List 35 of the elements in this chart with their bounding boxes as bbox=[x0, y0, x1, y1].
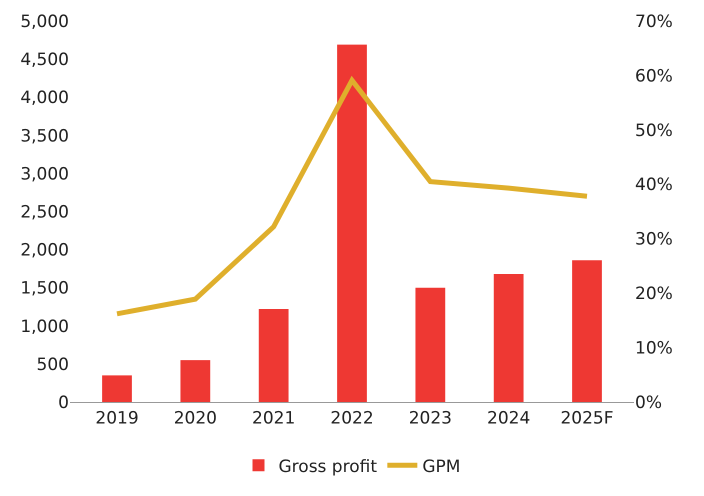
y2-tick-label: 10% bbox=[635, 338, 673, 359]
y2-tick-label: 40% bbox=[635, 175, 673, 196]
y2-tick-label: 30% bbox=[635, 230, 673, 250]
x-tick-label: 2023 bbox=[408, 408, 452, 428]
bar bbox=[494, 274, 524, 402]
x-tick-label: 2024 bbox=[487, 408, 530, 428]
y2-tick-label: 50% bbox=[635, 120, 673, 141]
y-tick-label: 3,000 bbox=[20, 164, 69, 184]
y2-tick-label: 0% bbox=[635, 392, 662, 413]
y2-tick-label: 20% bbox=[635, 284, 673, 304]
x-tick-label: 2020 bbox=[174, 408, 217, 428]
bar bbox=[258, 309, 289, 402]
y-tick-label: 5,000 bbox=[20, 12, 69, 32]
legend-label: Gross profit bbox=[278, 456, 378, 477]
y-tick-label: 0 bbox=[58, 392, 69, 413]
bar bbox=[102, 375, 132, 402]
bar bbox=[337, 44, 367, 402]
bar bbox=[572, 260, 602, 402]
bar bbox=[180, 360, 210, 402]
y-tick-label: 1,000 bbox=[20, 316, 69, 337]
y2-tick-label: 60% bbox=[635, 66, 673, 86]
legend-label: GPM bbox=[422, 456, 460, 477]
x-tick-label: 2022 bbox=[330, 408, 374, 428]
x-tick-label: 2019 bbox=[95, 408, 139, 428]
y-tick-label: 1,500 bbox=[20, 278, 69, 299]
y-tick-label: 2,000 bbox=[20, 240, 69, 261]
y-tick-label: 4,500 bbox=[20, 50, 69, 70]
x-tick-label: 2025F bbox=[560, 408, 614, 428]
y-tick-label: 3,500 bbox=[20, 126, 69, 146]
y-tick-label: 4,000 bbox=[20, 88, 69, 108]
y2-tick-label: 70% bbox=[635, 12, 673, 32]
y-tick-label: 2,500 bbox=[20, 202, 69, 222]
x-tick-label: 2021 bbox=[252, 408, 296, 428]
bar bbox=[415, 288, 446, 402]
y-tick-label: 500 bbox=[36, 354, 69, 375]
